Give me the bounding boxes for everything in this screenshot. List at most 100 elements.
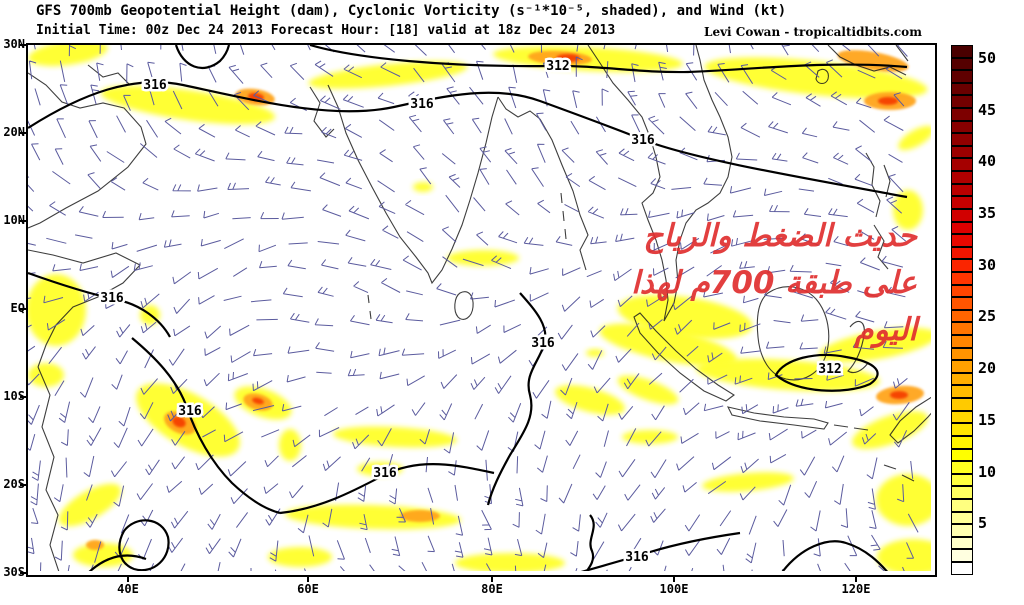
coastline — [28, 72, 147, 229]
lat-label: 10S — [3, 389, 25, 403]
contour-label: 316 — [410, 97, 434, 112]
vorticity-blob — [413, 182, 433, 192]
colorbar-segment — [951, 536, 973, 550]
colorbar-tick-label: 45 — [978, 100, 997, 119]
vorticity-blob — [28, 363, 64, 387]
lon-label: 100E — [659, 582, 689, 596]
colorbar-segment — [951, 360, 973, 373]
coastline — [87, 64, 131, 86]
colorbar-segment — [951, 221, 973, 235]
coastline — [847, 320, 869, 374]
height-contour — [781, 540, 889, 571]
colorbar-segment — [951, 284, 973, 298]
coastline — [497, 96, 541, 120]
lat-tick — [20, 572, 27, 574]
lat-tick — [20, 44, 27, 46]
colorbar-segment — [951, 297, 973, 310]
colorbar-segment — [951, 435, 973, 449]
coastline — [28, 249, 141, 368]
colorbar-segment — [951, 511, 973, 525]
colorbar-segment — [951, 196, 973, 209]
coastline — [587, 45, 733, 322]
vorticity-blob — [28, 45, 108, 67]
coastline — [560, 192, 567, 240]
colorbar-segment — [951, 133, 973, 146]
arabic-line-2: على طبقة 700م لهذا — [631, 265, 917, 301]
coastline — [327, 84, 499, 285]
contour-label: 316 — [178, 404, 202, 419]
colorbar-segment — [951, 398, 973, 411]
credit-text: Levi Cowan - tropicaltidbits.com — [704, 25, 922, 39]
contour-label: 316 — [631, 133, 655, 148]
lat-label: 20S — [3, 477, 25, 491]
height-contour — [580, 531, 741, 571]
vorticity-blob — [556, 54, 580, 62]
vorticity-blob — [852, 411, 928, 449]
contour-labels: 316 316 312 316 316 312 316 316 316 316 — [98, 57, 844, 568]
map-plot: 316 316 312 316 316 312 316 316 316 316 — [28, 45, 931, 571]
colorbar-segment — [951, 524, 973, 537]
lon-label: 60E — [297, 582, 319, 596]
colorbar-segment — [951, 385, 973, 399]
vorticity-blob — [877, 539, 931, 571]
contour-label: 316 — [100, 291, 124, 306]
contour-label: 312 — [818, 362, 841, 377]
colorbar-segment — [951, 82, 973, 96]
vorticity-blob — [400, 510, 440, 522]
colorbar-segment — [951, 171, 973, 184]
arabic-line-1: حديث الضغط والرياح — [643, 218, 917, 254]
vorticity-blob — [818, 327, 931, 363]
colorbar-segment — [951, 498, 973, 512]
lat-label: 20N — [3, 125, 25, 139]
height-contour — [279, 463, 495, 515]
colorbar-tick-label: 5 — [978, 514, 988, 533]
coastline — [827, 45, 907, 76]
wind-barb-field — [28, 45, 919, 571]
colorbar-tick-label: 40 — [978, 152, 997, 171]
lon-tick — [127, 575, 129, 582]
vorticity-blob — [617, 375, 679, 405]
height-contour — [174, 45, 231, 70]
height-contour — [28, 81, 908, 199]
colorbar-segment — [951, 473, 973, 487]
lon-tick — [855, 575, 857, 582]
arabic-line-3: اليوم — [854, 312, 917, 348]
colorbar-tick-label: 50 — [978, 48, 997, 67]
vorticity-blob — [555, 385, 625, 415]
contour-label: 312 — [546, 59, 569, 74]
vorticity-blob — [898, 125, 931, 151]
coastline — [883, 464, 915, 482]
vorticity-blob — [252, 397, 264, 405]
init-forecast-time-text: Initial Time: 00z Dec 24 2013 Forecast H… — [36, 23, 616, 38]
coastline — [367, 294, 372, 320]
colorbar-segment — [951, 322, 973, 336]
coastline — [756, 286, 830, 381]
height-contour — [118, 519, 170, 571]
colorbar-segment — [951, 335, 973, 348]
colorbar-segment — [951, 423, 973, 436]
lon-label: 120E — [841, 582, 871, 596]
lon-tick — [307, 575, 309, 582]
vorticity-blob — [86, 540, 104, 550]
colorbar-tick-label: 30 — [978, 255, 997, 274]
height-contour — [28, 271, 171, 338]
colorbar-tick-label: 25 — [978, 307, 997, 326]
colorbar-segment — [951, 259, 973, 272]
colorbar-segment — [951, 208, 973, 222]
colorbar-segment — [951, 347, 973, 361]
lat-tick — [20, 396, 27, 398]
colorbar-segment — [951, 486, 973, 499]
colorbar-segment — [951, 461, 973, 474]
coastline — [37, 366, 60, 571]
colorbar-segment — [951, 158, 973, 172]
coastline — [454, 291, 474, 320]
coastline — [633, 312, 735, 402]
height-contour — [585, 514, 595, 571]
coastline — [815, 68, 829, 85]
lat-tick — [20, 132, 27, 134]
colorbar-segment — [951, 372, 973, 386]
colorbar-tick-label: 15 — [978, 410, 997, 429]
coastline — [309, 86, 335, 138]
height-contours — [28, 45, 908, 571]
